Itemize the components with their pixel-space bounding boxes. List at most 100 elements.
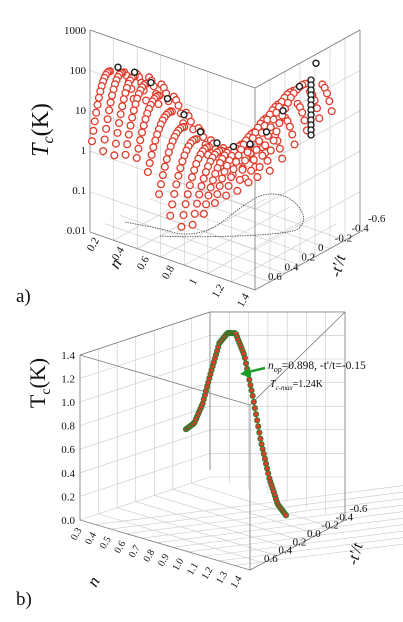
- z-label-unit: (K): [28, 103, 54, 136]
- data-point: [240, 156, 250, 165]
- data-point: [218, 174, 227, 183]
- annotation-sub: op: [274, 365, 282, 374]
- data-point: [235, 175, 244, 184]
- x-tick: 1: [187, 276, 200, 287]
- x-tick: 1.4: [235, 291, 253, 309]
- z-tick: 0.4: [61, 468, 75, 480]
- grid-line: [231, 223, 337, 282]
- data-point: [130, 68, 139, 76]
- z-tick: 0.0: [61, 515, 75, 527]
- panel-a-z-label: Tc(K): [28, 103, 57, 157]
- data-point: [197, 182, 206, 191]
- data-point: [139, 121, 148, 130]
- data-point: [248, 387, 255, 394]
- data-point: [243, 148, 252, 157]
- data-point: [176, 164, 185, 173]
- data-point: [136, 136, 145, 145]
- data-point: [87, 137, 97, 146]
- data-point: [100, 135, 109, 144]
- data-point: [264, 465, 271, 472]
- panel-a-chart: 1000 100 10 1 0.1 0.01 Tc(K) 0.20.40.60.…: [28, 25, 386, 309]
- grid-line: [89, 150, 256, 210]
- data-point: [151, 136, 160, 145]
- data-point: [253, 173, 262, 182]
- grid-line: [191, 482, 332, 528]
- data-point: [260, 450, 267, 457]
- annotation-rest: =0.898, -t'/t=-0.15: [282, 360, 366, 372]
- data-point: [327, 107, 336, 116]
- data-point: [181, 200, 190, 209]
- panel-b-annotation-line1: nop=0.898, -t'/t=-0.15: [268, 360, 366, 374]
- z-tick: 0.2: [61, 491, 75, 503]
- data-point: [190, 166, 199, 175]
- x-tick: 0.6: [135, 254, 153, 272]
- grid-line: [79, 453, 211, 497]
- data-point: [158, 171, 167, 180]
- x-tick: 0.8: [160, 263, 178, 281]
- panel-b-grid: [79, 311, 403, 566]
- data-point: [227, 173, 236, 182]
- grid-line: [184, 206, 290, 266]
- data-point: [251, 405, 258, 412]
- z-tick: 0.8: [61, 421, 75, 433]
- panel-label-a: a): [16, 286, 31, 307]
- data-point: [185, 181, 194, 190]
- data-point: [246, 376, 253, 383]
- data-point: [145, 159, 154, 168]
- data-point: [196, 128, 205, 136]
- data-point: [246, 140, 254, 148]
- annotation-var: n: [268, 360, 274, 372]
- data-point: [234, 151, 243, 160]
- z-tick: 0.01: [67, 225, 86, 237]
- grid-line: [135, 501, 291, 549]
- data-point: [241, 354, 248, 362]
- data-point: [269, 115, 278, 124]
- y-tick: 0.4: [285, 261, 299, 273]
- z-tick: 1: [81, 145, 87, 157]
- data-point: [322, 89, 332, 98]
- data-point: [259, 445, 266, 453]
- data-point: [160, 162, 169, 171]
- data-point: [113, 128, 122, 137]
- data-point: [307, 131, 315, 139]
- data-point: [188, 220, 197, 229]
- data-point: [278, 154, 287, 163]
- grid-line: [172, 517, 403, 548]
- data-point: [290, 140, 299, 149]
- data-point: [103, 115, 112, 124]
- data-point: [89, 126, 98, 135]
- z-label-main: T: [25, 394, 50, 408]
- data-point: [124, 130, 133, 139]
- data-point: [300, 116, 309, 125]
- z-tick: 1.4: [61, 350, 75, 362]
- data-point: [195, 190, 204, 199]
- grid-line: [219, 537, 403, 562]
- data-point: [248, 134, 257, 143]
- data-point: [119, 95, 128, 104]
- grid-line: [79, 358, 211, 403]
- y-tick: 0.6: [264, 553, 278, 565]
- grid-line: [254, 150, 361, 210]
- panel-a-markers: [87, 59, 336, 231]
- data-point: [210, 198, 219, 208]
- grid-line: [79, 476, 211, 521]
- data-point: [110, 151, 119, 160]
- data-point: [192, 199, 202, 208]
- x-tick: 0.2: [85, 236, 102, 254]
- grid-line: [164, 190, 331, 249]
- data-point: [163, 94, 172, 103]
- data-point: [115, 118, 124, 128]
- data-point: [266, 123, 275, 132]
- data-point: [164, 148, 173, 157]
- grid-line: [188, 524, 403, 553]
- data-point: [244, 178, 253, 187]
- y-tick: 0: [318, 242, 324, 254]
- panel-b-x-ticks: 0.30.40.50.60.70.80.91.01.11.21.31.4: [69, 526, 245, 590]
- panel-b-chart: 0.00.20.40.60.81.01.21.4 Tc(K) 0.30.40.5…: [25, 311, 403, 590]
- data-point: [177, 222, 186, 231]
- y-tick: 0.4: [278, 545, 292, 557]
- data-point: [208, 176, 218, 185]
- y-tick: 0.2: [301, 252, 315, 264]
- y-tick: -0.2: [321, 520, 338, 532]
